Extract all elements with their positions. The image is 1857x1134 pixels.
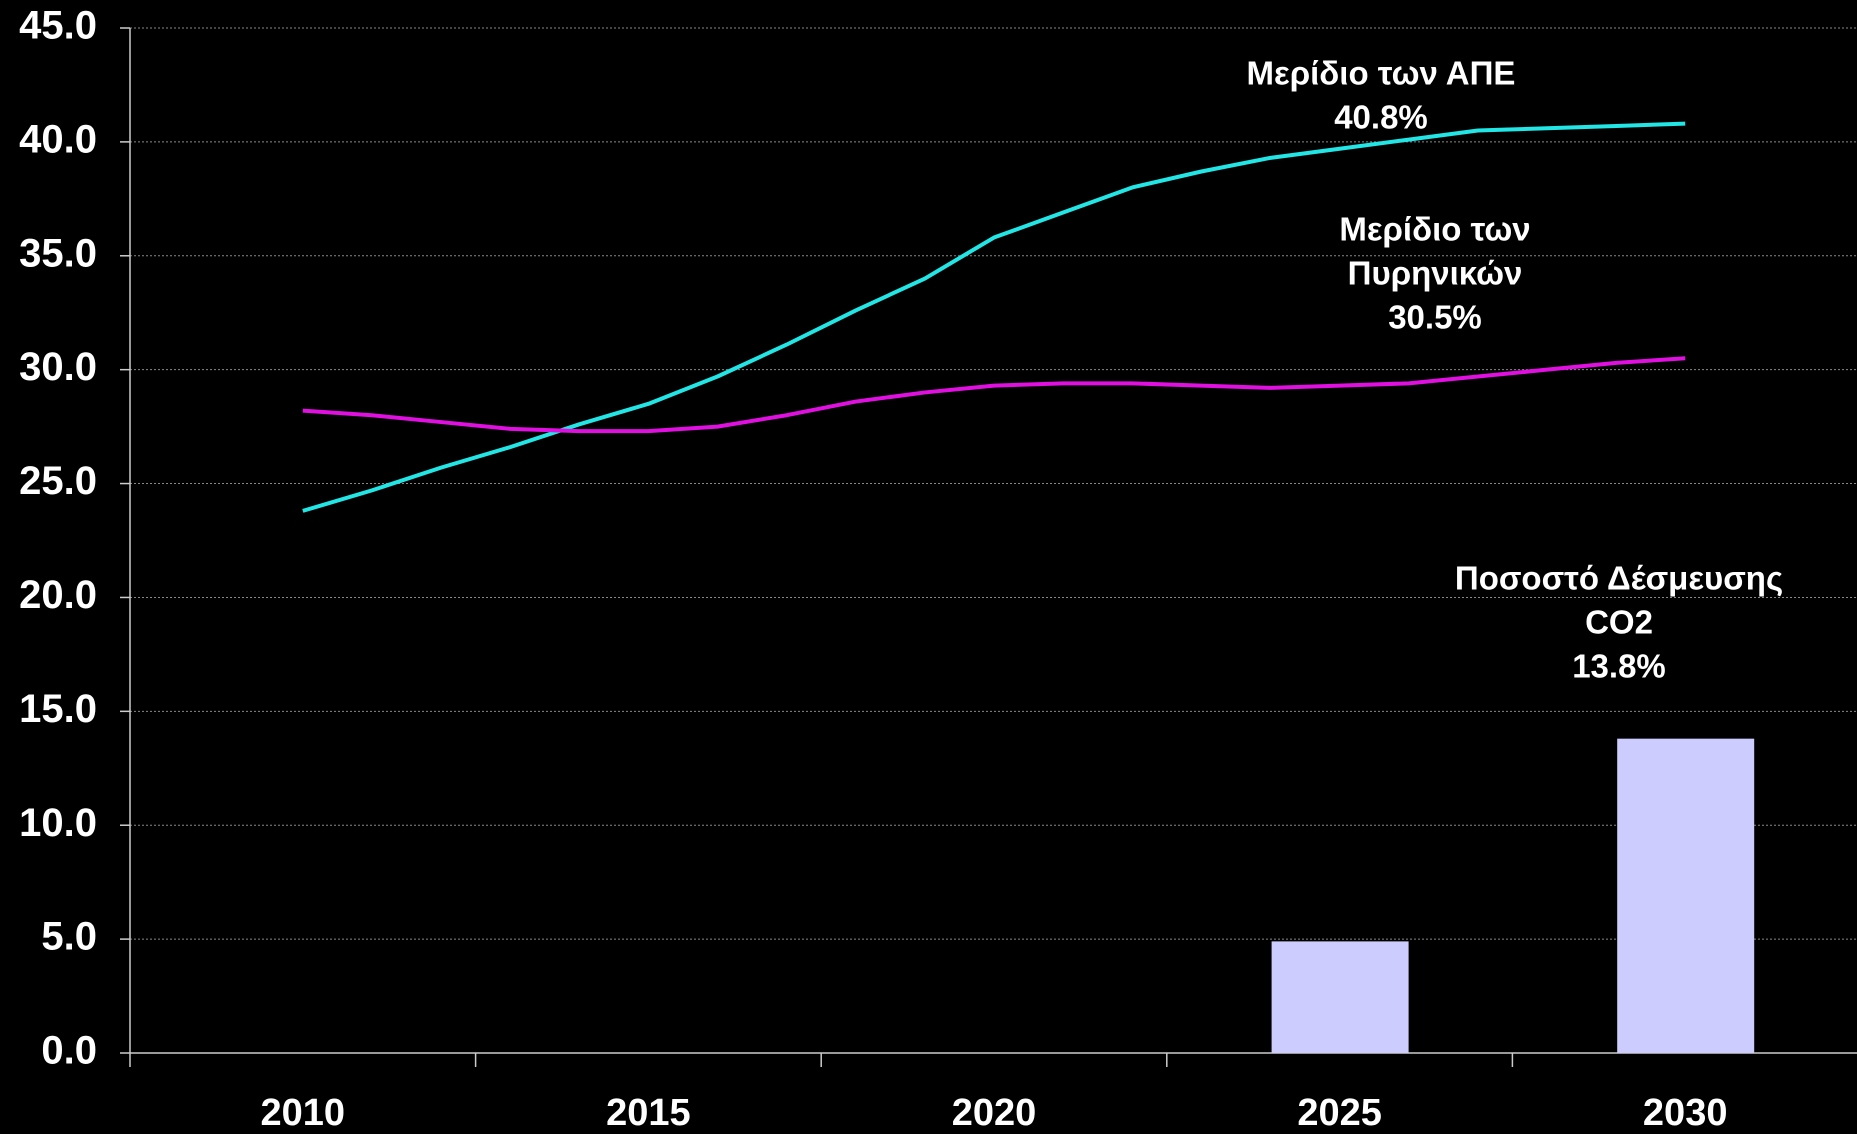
- x-tick-label: 2015: [606, 1092, 691, 1134]
- y-tick-label: 45.0: [19, 4, 97, 48]
- y-tick-label: 15.0: [19, 687, 97, 731]
- y-tick-label: 0.0: [41, 1029, 97, 1073]
- y-tick-label: 30.0: [19, 345, 97, 389]
- line-series: [302, 121, 1686, 513]
- y-tick-label: 25.0: [19, 459, 97, 503]
- annotation: 30.5%: [1388, 299, 1482, 336]
- y-tick-label: 35.0: [19, 231, 97, 275]
- annotation: 13.8%: [1572, 648, 1666, 685]
- bar: [1617, 738, 1755, 1053]
- y-tick-label: 40.0: [19, 117, 97, 161]
- annotation: Πυρηνικών: [1348, 255, 1523, 292]
- annotation: 40.8%: [1334, 99, 1428, 136]
- line-series: [302, 356, 1686, 434]
- y-tick-label: 20.0: [19, 573, 97, 617]
- bar: [1271, 941, 1409, 1053]
- x-tick-label: 2030: [1643, 1092, 1728, 1134]
- annotation: CO2: [1585, 604, 1653, 641]
- x-tick-label: 2010: [261, 1092, 346, 1134]
- x-tick-label: 2020: [952, 1092, 1037, 1134]
- annotation: Μερίδιο των: [1339, 211, 1530, 248]
- annotation: Μερίδιο των ΑΠΕ: [1247, 55, 1516, 92]
- annotation: Ποσοστό Δέσμευσης: [1455, 560, 1783, 597]
- y-tick-label: 5.0: [41, 915, 97, 959]
- x-tick-label: 2025: [1297, 1092, 1382, 1134]
- y-tick-label: 10.0: [19, 801, 97, 845]
